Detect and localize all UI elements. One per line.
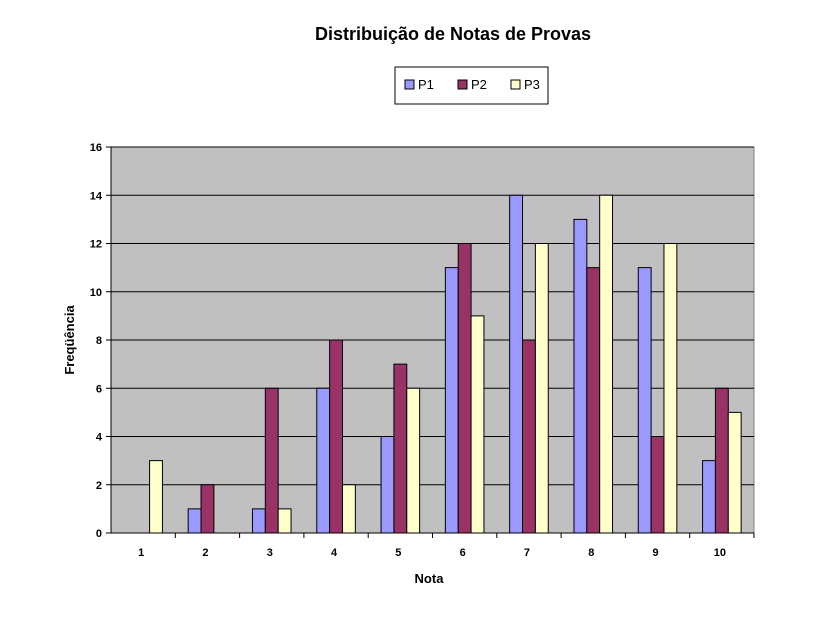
bar-p2-nota-10 (714, 387, 729, 534)
bar-p1-nota-6 (444, 267, 459, 534)
bar-p3-nota-8 (599, 194, 614, 534)
x-axis-title: Nota (415, 571, 445, 586)
legend-label-p1: P1 (418, 77, 434, 92)
chart-title: Distribuição de Notas de Provas (315, 24, 591, 44)
bar-p3-nota-6 (470, 315, 485, 534)
bar-p3-nota-10 (727, 411, 742, 534)
bar-p2-nota-2 (200, 484, 215, 534)
x-tick-label: 6 (460, 547, 466, 559)
bar-p1-nota-8 (573, 218, 588, 534)
bar-p3-nota-5 (406, 387, 421, 534)
y-tick-label: 2 (96, 480, 102, 492)
bar-p2-nota-7 (522, 339, 536, 534)
x-tick-label: 9 (652, 547, 658, 559)
bar-p1-nota-2 (187, 508, 202, 534)
bar-p2-nota-8 (586, 267, 601, 534)
bar-p3-nota-4 (341, 484, 356, 534)
x-tick-label: 3 (267, 547, 273, 559)
bar-p2-nota-4 (329, 339, 343, 534)
y-tick-label: 16 (90, 142, 102, 154)
bar-p1-nota-9 (637, 267, 652, 534)
bar-p3-nota-3 (277, 508, 292, 534)
x-tick-label: 4 (331, 547, 338, 559)
legend-box (394, 66, 549, 105)
bar-p1-nota-5 (380, 436, 395, 534)
y-tick-label: 4 (96, 432, 103, 444)
x-tick-label: 1 (138, 547, 144, 559)
bar-p3-nota-9 (663, 243, 678, 534)
legend: P1 P2 P3 (394, 66, 549, 105)
legend-swatch-p3 (510, 79, 521, 90)
bar-p1-nota-4 (316, 387, 331, 534)
legend-label-p2: P2 (471, 77, 487, 92)
x-tick-label: 5 (395, 547, 401, 559)
bar-p2-nota-9 (650, 436, 665, 534)
y-tick-label: 6 (96, 383, 102, 395)
x-tick-label: 2 (202, 547, 208, 559)
y-tick-label: 10 (90, 287, 102, 299)
y-tick-label: 0 (96, 528, 102, 540)
bars (149, 194, 742, 534)
bar-p2-nota-6 (457, 243, 472, 534)
x-tick-label: 8 (588, 547, 594, 559)
bar-p3-nota-1 (149, 460, 163, 534)
y-tick-label: 12 (90, 239, 102, 251)
legend-swatch-p2 (457, 79, 468, 90)
legend-label-p3: P3 (524, 77, 540, 92)
x-tick-label: 10 (714, 547, 726, 559)
bar-p1-nota-7 (509, 194, 524, 534)
y-tick-label: 8 (96, 335, 102, 347)
legend-swatch-p1 (404, 79, 415, 90)
bar-p1-nota-10 (702, 460, 716, 534)
bar-p2-nota-3 (264, 387, 279, 534)
x-tick-label: 7 (524, 547, 530, 559)
y-tick-labels: 0 2 4 6 8 10 12 14 16 (90, 142, 103, 540)
bar-p1-nota-3 (251, 508, 266, 534)
axes (106, 146, 755, 538)
x-tick-labels: 1 2 3 4 5 6 7 8 9 10 (138, 547, 726, 559)
bar-p2-nota-5 (393, 363, 408, 534)
bar-p3-nota-7 (534, 243, 549, 534)
y-axis-title: Freqüência (62, 305, 77, 375)
y-tick-label: 14 (90, 190, 103, 202)
